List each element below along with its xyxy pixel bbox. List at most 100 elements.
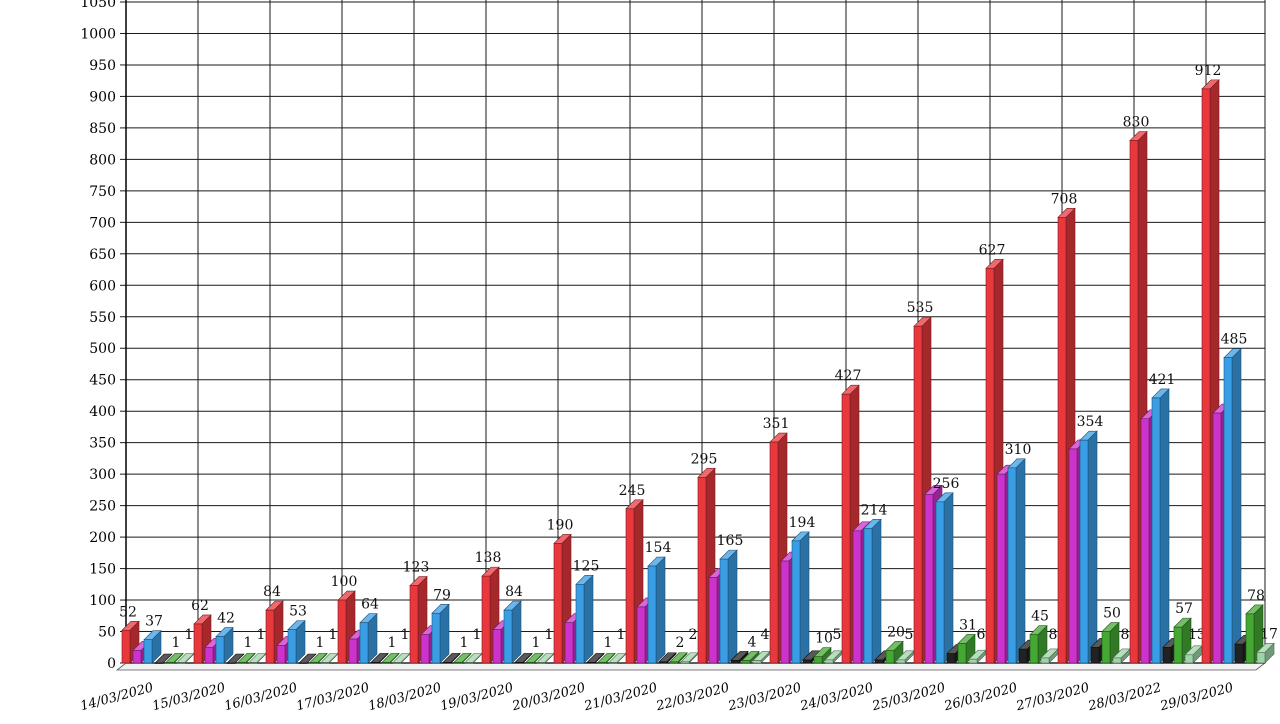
data-label-series-1: 708 [1051, 191, 1078, 207]
bar [132, 650, 142, 664]
data-label-series-6: 13 [1188, 627, 1206, 643]
data-label-series-5: 50 [1103, 606, 1121, 622]
y-tick-label: 1000 [80, 26, 116, 42]
y-tick-label: 900 [89, 89, 116, 105]
bar [492, 629, 502, 664]
bar [442, 662, 452, 664]
data-label-series-6: 8 [1121, 627, 1130, 643]
bar [359, 622, 369, 664]
bar-side [799, 531, 810, 664]
data-label-series-1: 245 [619, 483, 646, 499]
bar [769, 441, 779, 664]
bar [481, 575, 491, 664]
bar [337, 599, 347, 664]
bar [708, 577, 718, 664]
bar [841, 393, 851, 664]
data-label-series-6: 2 [689, 627, 698, 643]
data-label-series-1: 535 [907, 300, 934, 316]
data-label-series-3: 256 [933, 476, 960, 492]
bar [143, 639, 153, 664]
bar-side [1231, 347, 1242, 664]
bar [348, 638, 358, 664]
bar [309, 662, 319, 664]
y-tick-label: 500 [89, 341, 116, 357]
bar [121, 629, 131, 664]
bar [968, 658, 978, 664]
data-label-series-6: 8 [1049, 627, 1058, 643]
data-label-series-5: 1 [460, 635, 469, 651]
bar [1256, 651, 1266, 664]
data-label-series-3: 42 [217, 611, 235, 627]
bar-side [583, 574, 594, 664]
bar [780, 560, 790, 664]
bar [1112, 657, 1122, 664]
data-label-series-1: 427 [835, 368, 862, 384]
bar [298, 662, 308, 664]
y-tick-label: 450 [89, 373, 116, 389]
data-label-series-1: 190 [547, 517, 574, 533]
bar [237, 662, 247, 664]
bar [586, 662, 596, 664]
y-tick-label: 750 [89, 184, 116, 200]
bar [680, 661, 690, 664]
data-label-series-3: 37 [145, 614, 163, 630]
data-label-series-1: 100 [331, 574, 358, 590]
bar [431, 612, 441, 664]
bar [1140, 418, 1150, 664]
bar [957, 643, 967, 664]
bar [730, 660, 740, 664]
bar [924, 493, 934, 664]
data-label-series-3: 214 [861, 502, 888, 518]
chart-floor [115, 662, 1267, 671]
data-label-series-6: 1 [473, 627, 482, 643]
bar [503, 609, 513, 664]
data-label-series-5: 1 [388, 635, 397, 651]
bar [226, 662, 236, 664]
y-tick-label: 200 [89, 530, 116, 546]
bar [885, 650, 895, 664]
y-tick-label: 50 [98, 625, 116, 641]
bar [453, 662, 463, 664]
bar [575, 584, 585, 664]
bar [752, 660, 762, 664]
y-tick-label: 400 [89, 404, 116, 420]
bar [1245, 613, 1255, 664]
bar [647, 565, 657, 664]
bar-side [871, 518, 882, 664]
bar-side [511, 600, 522, 664]
data-label-series-1: 830 [1123, 114, 1150, 130]
data-label-series-3: 421 [1149, 372, 1176, 388]
bar [215, 636, 225, 664]
bar-side [1015, 458, 1026, 664]
y-tick-label: 1050 [80, 0, 116, 11]
bar [1090, 646, 1100, 664]
bar [719, 558, 729, 664]
data-label-series-5: 1 [172, 635, 181, 651]
bar [813, 656, 823, 664]
bar [420, 634, 430, 664]
bar [1173, 626, 1183, 664]
bar [1040, 657, 1050, 664]
data-label-series-1: 123 [403, 560, 430, 576]
bar [625, 508, 635, 664]
bar [564, 622, 574, 664]
bar [193, 623, 203, 664]
y-tick-label: 0 [107, 656, 116, 672]
bar [1057, 216, 1067, 664]
bar [320, 662, 330, 664]
bar [1234, 643, 1244, 664]
bar [1018, 648, 1028, 664]
y-tick-label: 250 [89, 499, 116, 515]
bar-side [727, 549, 738, 664]
bar [935, 501, 945, 664]
data-label-series-5: 78 [1247, 588, 1265, 604]
data-label-series-5: 1 [532, 635, 541, 651]
data-label-series-1: 627 [979, 242, 1006, 258]
bar [824, 659, 834, 664]
y-tick-label: 350 [89, 436, 116, 452]
bar [409, 585, 419, 664]
data-label-series-1: 138 [475, 550, 502, 566]
bar [536, 662, 546, 664]
data-label-series-3: 125 [573, 558, 600, 574]
